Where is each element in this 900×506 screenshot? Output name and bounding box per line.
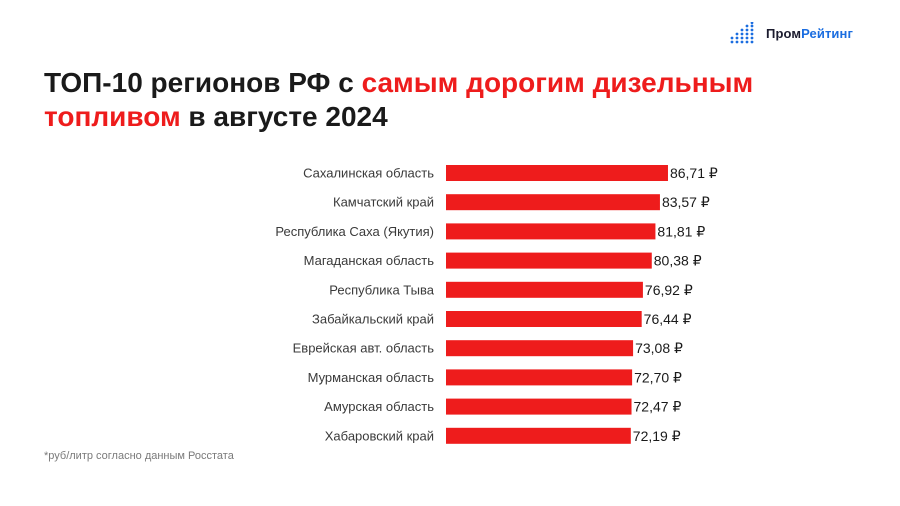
page-title: ТОП-10 регионов РФ с самым дорогим дизел… [44,66,864,134]
category-label: Амурская область [324,399,434,414]
value-label: 76,44 ₽ [644,311,692,327]
value-label: 86,71 ₽ [670,165,718,181]
value-label: 72,70 ₽ [634,369,682,385]
value-label: 80,38 ₽ [654,253,702,269]
footnote: *руб/литр согласно данным Росстата [44,450,234,462]
bar [446,165,668,181]
logo-text: ПромРейтинг [766,26,853,41]
title-highlight: самым дорогим дизельным топливом [44,67,754,132]
category-label: Еврейская авт. область [293,341,435,356]
logo-text-part1: Пром [766,25,802,41]
category-label: Республика Саха (Якутия) [275,224,434,239]
bar [446,223,656,240]
logo-text-part2: Рейтинг [801,25,853,41]
bar [446,281,643,298]
logo: ПромРейтинг [730,22,853,44]
title-part1: ТОП-10 регионов РФ с [44,67,362,98]
value-label: 76,92 ₽ [645,282,693,298]
bar [446,369,633,386]
value-label: 81,81 ₽ [657,223,705,239]
bar-dots-logo-icon [730,22,754,44]
bar [446,252,652,269]
category-label: Камчатский край [333,195,434,210]
category-label: Магаданская область [304,253,435,268]
value-label: 83,57 ₽ [662,194,710,210]
category-label: Хабаровский край [325,428,434,443]
bar [446,427,631,444]
category-label: Забайкальский край [312,312,434,327]
bar [446,194,660,211]
value-label: 72,19 ₽ [633,428,681,444]
bar [446,398,632,415]
category-label: Сахалинская область [303,166,434,181]
bar [446,340,634,357]
value-label: 72,47 ₽ [634,399,682,415]
category-label: Мурманская область [308,370,435,385]
bar [446,311,642,327]
category-label: Республика Тыва [329,282,435,297]
value-label: 73,08 ₽ [635,340,683,356]
title-part2: в августе 2024 [180,101,388,132]
